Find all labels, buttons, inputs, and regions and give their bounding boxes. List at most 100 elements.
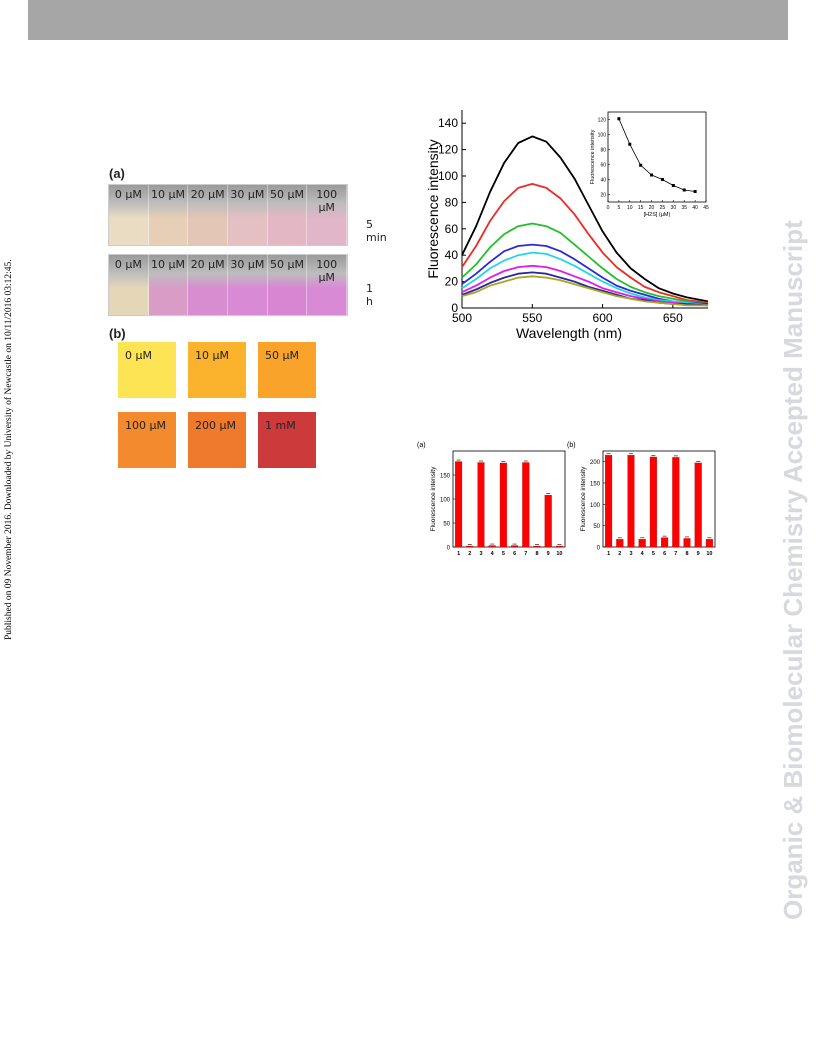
bar (511, 545, 519, 548)
x-tick-label: 7 (524, 551, 527, 557)
vial-label: 30 µM (230, 258, 265, 271)
plot-frame (602, 450, 716, 548)
vial-row-5min: 0 µM 10 µM 20 µM 30 µM 50 µM 100 µM (108, 184, 348, 246)
bar (455, 461, 463, 548)
x-tick-label: 4 (641, 551, 645, 557)
x-tick-label: 7 (674, 551, 677, 557)
vial: 100 µM (307, 185, 347, 245)
bar (638, 539, 646, 548)
publication-note: Published on 09 November 2016. Downloade… (4, 259, 14, 640)
bar (661, 537, 669, 548)
spectrum-line (461, 183, 709, 304)
inset-x-tick-label: 25 (660, 205, 666, 211)
y-tick-label: 0 (597, 546, 601, 552)
x-tick-label: 5 (652, 551, 655, 557)
color-swatch: 200 µM (188, 412, 246, 468)
vial-label: 0 µM (114, 258, 142, 271)
color-swatch: 1 mM (258, 412, 316, 468)
vial: 10 µM (148, 185, 189, 245)
x-tick-label: 3 (479, 551, 482, 557)
inset-x-axis-label: [H2S] (µM) (644, 212, 671, 218)
bar (466, 545, 474, 548)
y-tick-label: 20 (445, 275, 459, 289)
x-tick-label: 2 (618, 551, 621, 557)
spectrum-line (461, 135, 709, 303)
inset-point (650, 173, 654, 177)
inset-x-tick-label: 0 (607, 205, 610, 211)
color-swatch: 50 µM (258, 342, 316, 398)
x-tick-label: 9 (547, 551, 550, 557)
vial-label: 20 µM (190, 188, 225, 201)
swatch-label: 10 µM (195, 349, 229, 362)
vial-row-1h: 0 µM 10 µM 20 µM 30 µM 50 µM 100 µM (108, 254, 348, 316)
bar (555, 545, 563, 548)
vial-label: 20 µM (190, 258, 225, 271)
x-tick-label: 550 (522, 311, 542, 325)
bar (649, 456, 657, 548)
y-tick-label: 50 (593, 524, 600, 530)
y-tick-label: 100 (438, 169, 458, 183)
bar (616, 539, 624, 548)
inset-x-tick-label: 20 (649, 205, 655, 211)
bar (477, 462, 485, 548)
vial: 0 µM (109, 185, 149, 245)
color-swatch: 10 µM (188, 342, 246, 398)
y-tick-label: 100 (590, 503, 601, 509)
vial: 50 µM (267, 185, 308, 245)
inset-point (671, 184, 675, 187)
x-tick-label: 1 (457, 551, 460, 557)
swatch-label: 1 mM (265, 419, 296, 432)
y-axis-label: Fluorescence intensity (425, 139, 441, 278)
vial-photo-panel: (a) 0 µM 10 µM 20 µM 30 µM 50 µM 100 µM 5 min… (108, 166, 387, 326)
spectrum-line (461, 251, 709, 307)
y-tick-label: 150 (440, 474, 451, 480)
y-axis-label: Fluorescence intensity (580, 466, 587, 531)
inset-x-tick-label: 45 (703, 205, 709, 211)
color-swatch: 0 µM (118, 342, 176, 398)
x-tick-label: 9 (697, 551, 700, 557)
bar (605, 455, 613, 548)
y-tick-label: 140 (438, 116, 458, 130)
vial: 20 µM (188, 185, 229, 245)
bar (499, 462, 507, 548)
bar (627, 455, 635, 548)
y-tick-label: 0 (447, 546, 451, 552)
vial: 20 µM (188, 255, 229, 315)
y-tick-label: 120 (438, 143, 458, 157)
spectrum-line (461, 264, 709, 307)
row-time-label: 5 min (366, 218, 387, 244)
x-tick-label: 5 (502, 551, 505, 557)
x-tick-label: 4 (491, 551, 495, 557)
bar (544, 495, 552, 548)
vial: 30 µM (228, 255, 268, 315)
y-tick-label: 100 (440, 498, 451, 504)
inset-point (660, 178, 664, 181)
x-tick-label: 10 (556, 551, 562, 557)
swatch-label: 50 µM (265, 349, 299, 362)
swatch-label: 100 µM (125, 419, 166, 432)
vial: 10 µM (148, 255, 189, 315)
inset-x-tick-label: 10 (627, 205, 633, 211)
x-tick-label: 650 (663, 311, 683, 325)
vial: 0 µM (109, 255, 149, 315)
inset-y-tick-label: 40 (600, 178, 606, 184)
bar (694, 462, 702, 548)
vial-label: 100 µM (316, 188, 338, 214)
inset-y-tick-label: 60 (600, 163, 606, 169)
vial: 100 µM (307, 255, 347, 315)
inset-y-tick-label: 100 (598, 133, 607, 139)
swatch-panel: (b) 0 µM 10 µM 50 µM 100 µM 200 µM 1 mM (108, 326, 338, 476)
inset-x-tick-label: 35 (681, 205, 687, 211)
panel-label-b: (b) (109, 326, 126, 341)
vial-label: 100 µM (316, 258, 338, 284)
vial-label: 50 µM (270, 258, 305, 271)
inset-point (682, 188, 686, 192)
inset-x-tick-label: 15 (638, 205, 644, 211)
inset-y-tick-label: 80 (600, 148, 606, 154)
x-tick-label: 10 (706, 551, 712, 557)
y-tick-label: 80 (445, 195, 459, 209)
inset-line (618, 118, 696, 192)
inset-x-tick-label: 30 (671, 205, 677, 211)
